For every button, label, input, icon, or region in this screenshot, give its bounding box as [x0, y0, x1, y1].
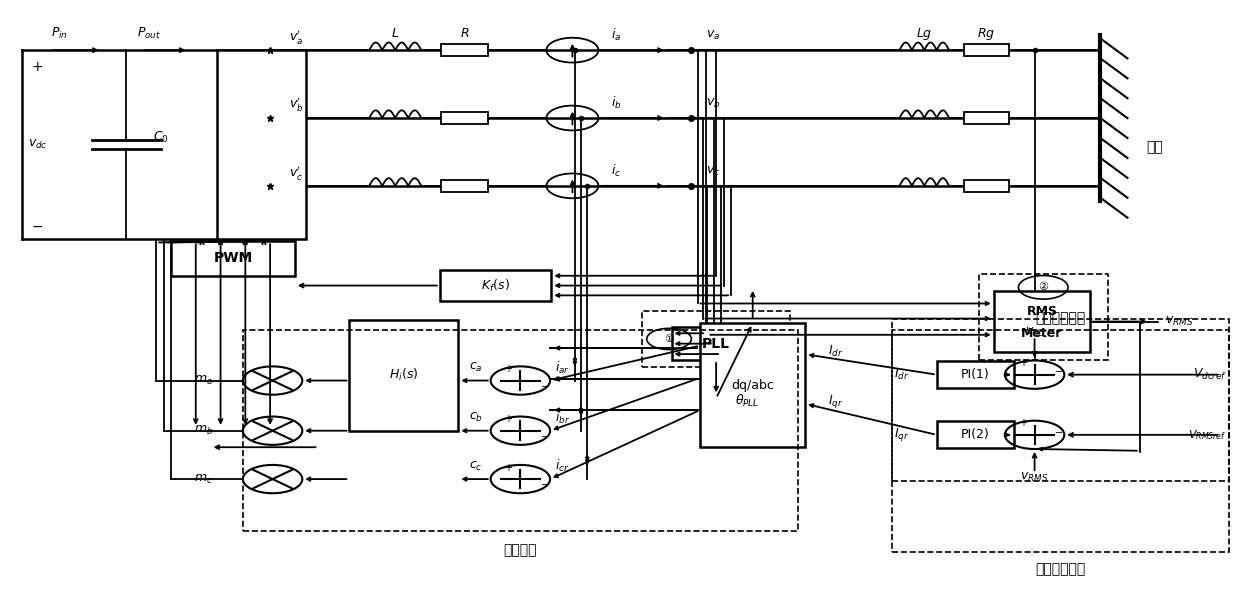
Text: +: +	[1018, 358, 1027, 368]
Polygon shape	[266, 90, 286, 112]
Text: RMS: RMS	[1026, 305, 1058, 318]
Text: $Lg$: $Lg$	[916, 25, 933, 42]
Text: $v_{RMS}$: $v_{RMS}$	[1021, 471, 1048, 484]
Text: ①: ①	[664, 334, 674, 344]
Bar	[171, 241, 295, 276]
Text: 电网: 电网	[1146, 140, 1163, 155]
Text: $v_{dc}$: $v_{dc}$	[1025, 326, 1044, 339]
Bar	[441, 112, 488, 124]
Text: 交流电压控制: 交流电压控制	[1036, 562, 1085, 576]
Bar	[937, 421, 1014, 448]
Text: $i_c$: $i_c$	[611, 163, 621, 179]
Text: $I_{qr}$: $I_{qr}$	[828, 393, 843, 410]
Text: $\theta_{PLL}$: $\theta_{PLL}$	[735, 393, 758, 409]
Text: $v_{RMS}$: $v_{RMS}$	[1165, 315, 1193, 328]
Text: $i_{cr}$: $i_{cr}$	[555, 458, 570, 474]
Bar	[979, 274, 1108, 360]
Text: $c_b$: $c_b$	[468, 411, 483, 424]
Text: $v_b'$: $v_b'$	[289, 96, 304, 114]
Bar	[964, 180, 1009, 192]
Bar	[440, 270, 551, 301]
Polygon shape	[266, 162, 286, 183]
Bar	[964, 112, 1009, 124]
Text: $m_a$: $m_a$	[195, 374, 213, 387]
Text: $P_{out}$: $P_{out}$	[136, 26, 161, 41]
Bar	[892, 330, 1229, 481]
Polygon shape	[239, 162, 266, 183]
Text: ②: ②	[1038, 283, 1048, 292]
Text: $m_b$: $m_b$	[193, 424, 213, 437]
Text: $m_c$: $m_c$	[195, 473, 213, 486]
Bar	[937, 361, 1014, 388]
Text: $R$: $R$	[460, 27, 470, 40]
Text: 电流控制: 电流控制	[503, 543, 538, 557]
Text: +: +	[1018, 418, 1027, 428]
Text: $I_{dr}$: $I_{dr}$	[895, 367, 909, 382]
Bar	[994, 291, 1090, 352]
Text: $C_0$: $C_0$	[154, 130, 169, 145]
Text: $i_b$: $i_b$	[611, 95, 622, 112]
Text: $V_{dcref}$: $V_{dcref}$	[1192, 367, 1227, 382]
Text: $Rg$: $Rg$	[978, 25, 995, 42]
Text: $-$: $-$	[1054, 425, 1063, 435]
Text: $-$: $-$	[540, 478, 549, 489]
Text: +: +	[504, 463, 513, 473]
Text: $c_a$: $c_a$	[468, 361, 483, 374]
Bar	[441, 44, 488, 56]
Text: $K_f(s)$: $K_f(s)$	[481, 277, 510, 294]
Bar	[642, 311, 790, 367]
Polygon shape	[239, 90, 266, 112]
Text: $V_{RMSref}$: $V_{RMSref}$	[1188, 428, 1227, 442]
Bar	[349, 320, 458, 431]
Text: +: +	[31, 60, 43, 74]
Text: +: +	[504, 414, 513, 424]
Text: dq/abc: dq/abc	[731, 379, 774, 392]
Text: PI(2): PI(2)	[960, 428, 990, 441]
Text: PLL: PLL	[703, 337, 730, 350]
Bar	[672, 327, 761, 360]
Text: $v_{dc}$: $v_{dc}$	[28, 138, 48, 151]
Bar	[441, 180, 488, 192]
Text: $L$: $L$	[392, 27, 399, 40]
Text: $i_a$: $i_a$	[611, 27, 621, 44]
Text: +: +	[504, 364, 513, 374]
Text: $I_{qr}$: $I_{qr}$	[895, 427, 909, 443]
Bar	[964, 44, 1009, 56]
Text: $H_i(s)$: $H_i(s)$	[389, 367, 419, 384]
Text: $v_a'$: $v_a'$	[289, 28, 302, 46]
Text: $c_c$: $c_c$	[470, 460, 482, 473]
Bar	[700, 323, 805, 447]
Text: $i_{br}$: $i_{br}$	[555, 409, 570, 426]
Text: $v_a$: $v_a$	[706, 29, 720, 42]
Text: Meter: Meter	[1021, 327, 1063, 340]
Text: $i_{ar}$: $i_{ar}$	[555, 359, 570, 376]
Bar	[243, 330, 798, 531]
Text: PI(1): PI(1)	[960, 368, 990, 381]
Text: $I_{dr}$: $I_{dr}$	[828, 345, 843, 359]
Bar	[892, 319, 1229, 552]
Bar	[217, 50, 306, 239]
Text: $-$: $-$	[540, 430, 549, 440]
Text: $v_c$: $v_c$	[706, 165, 720, 178]
Text: $-$: $-$	[540, 380, 549, 390]
Text: PWM: PWM	[213, 251, 253, 266]
Text: 直流电压控制: 直流电压控制	[1036, 312, 1085, 326]
Text: $P_{in}$: $P_{in}$	[51, 26, 68, 41]
Text: $v_b$: $v_b$	[706, 97, 721, 110]
Text: $v_c'$: $v_c'$	[289, 164, 302, 182]
Text: $-$: $-$	[31, 219, 43, 233]
Text: $-$: $-$	[1054, 365, 1063, 375]
